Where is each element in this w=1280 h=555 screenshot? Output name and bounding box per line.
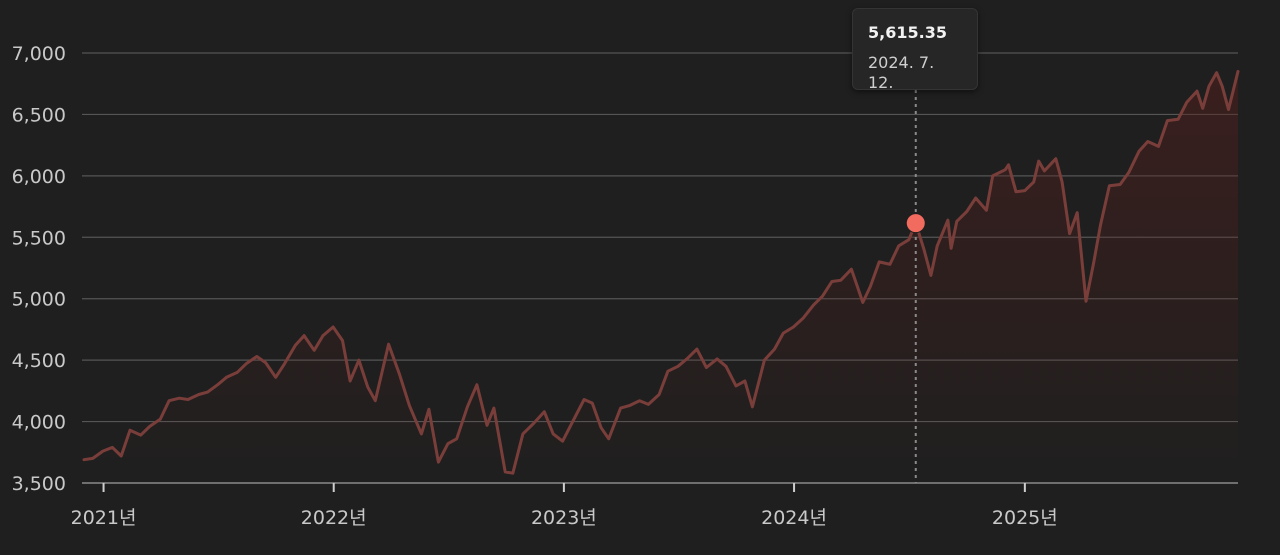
tooltip-date: 2024. 7. 12. (868, 53, 935, 92)
y-tick-label: 3,500 (12, 473, 66, 495)
area-path (84, 71, 1238, 484)
x-tick-label: 2022년 (301, 507, 367, 529)
series-line (82, 69, 1240, 475)
data-tooltip: 5,615.35 2024. 7. 12. (852, 8, 978, 92)
highlight-point (905, 213, 926, 234)
y-tick-label: 4,000 (12, 412, 66, 434)
y-tick-label: 5,500 (12, 227, 66, 249)
series-line-path (82, 69, 1240, 475)
area-fill (84, 71, 1238, 484)
x-tick-label: 2025년 (992, 507, 1058, 529)
y-tick-label: 6,500 (12, 104, 66, 126)
tooltip-value: 5,615.35 (868, 23, 947, 42)
x-tick-label: 2023년 (531, 507, 597, 529)
x-axis-labels: 2021년 2022년 2023년 2024년 2025년 (71, 483, 1058, 529)
y-axis-labels: 7,000 6,500 6,000 5,500 5,000 4,500 4,000 3,500 (12, 43, 66, 495)
y-tick-label: 6,000 (12, 166, 66, 188)
y-tick-label: 5,000 (12, 289, 66, 311)
y-tick-label: 7,000 (12, 43, 66, 65)
crosshair (905, 90, 926, 483)
y-tick-label: 4,500 (12, 350, 66, 372)
x-tick-label: 2021년 (71, 507, 137, 529)
x-tick-label: 2024년 (761, 507, 827, 529)
